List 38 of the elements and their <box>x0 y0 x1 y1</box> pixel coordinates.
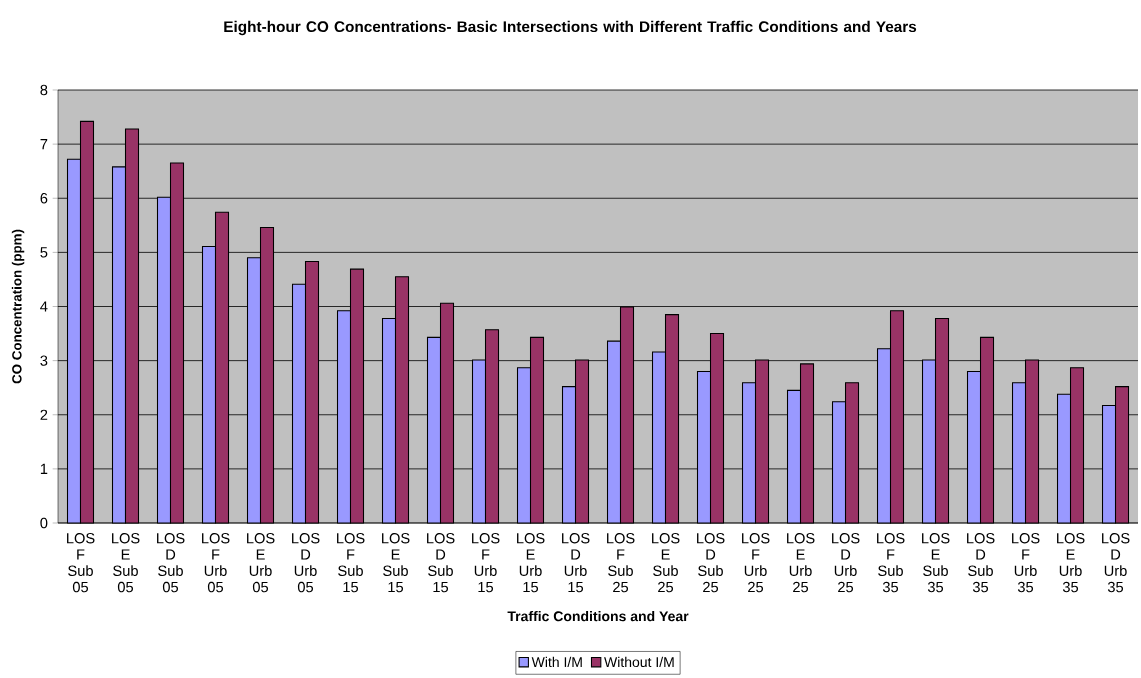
x-tick-label: LOS E Sub 25 <box>652 533 680 593</box>
y-tick-label: 0 <box>40 517 48 529</box>
x-tick-label: LOS E Urb 35 <box>1057 533 1085 593</box>
x-tick-label: LOS D Sub 05 <box>157 533 185 593</box>
y-tick-label: 1 <box>40 463 48 474</box>
legend-label: Without I/M <box>604 656 674 668</box>
x-tick-label: LOS F Sub 05 <box>67 533 95 593</box>
x-tick-label: LOS E Sub 05 <box>112 533 140 593</box>
x-tick-label: LOS D Urb 05 <box>292 533 320 593</box>
x-tick-label: LOS D Sub 25 <box>697 533 725 593</box>
x-tick-label: LOS D Urb 15 <box>562 533 590 593</box>
x-tick-label: LOS F Urb 05 <box>202 533 230 593</box>
y-tick-label: 7 <box>40 139 48 150</box>
x-tick-label: LOS E Sub 15 <box>382 533 410 593</box>
x-tick-label: LOS D Urb 35 <box>1102 533 1130 593</box>
y-tick-label: 5 <box>40 247 48 258</box>
x-tick-label: LOS D Sub 15 <box>427 533 455 593</box>
y-tick-label: 3 <box>40 355 48 366</box>
x-tick-label: LOS E Urb 25 <box>787 533 815 593</box>
x-tick-label: LOS E Sub 35 <box>922 533 950 593</box>
x-tick-label: LOS E Urb 05 <box>247 533 275 593</box>
x-tick-label: LOS E Urb 15 <box>517 533 545 593</box>
y-tick-label: 4 <box>40 301 48 312</box>
y-tick-label: 6 <box>40 193 48 204</box>
x-tick-label: LOS F Sub 35 <box>877 533 905 593</box>
x-tick-label: LOS D Urb 25 <box>832 533 860 593</box>
x-tick-label: LOS F Sub 25 <box>607 533 635 593</box>
x-tick-label: LOS F Urb 25 <box>742 533 770 593</box>
x-tick-label: LOS F Urb 35 <box>1012 533 1040 593</box>
x-tick-label: LOS F Urb 15 <box>472 533 500 593</box>
y-tick-label: 2 <box>40 409 48 420</box>
x-tick-label: LOS F Sub 15 <box>337 533 365 593</box>
y-axis-title: CO Concentration (ppm) <box>11 229 25 384</box>
x-axis-title: Traffic Conditions and Year <box>507 610 689 622</box>
chart-title: Eight-hour CO Concentrations- Basic Intersections with Different Traffic Conditions and Years <box>224 20 917 36</box>
y-tick-label: 8 <box>40 84 48 96</box>
x-tick-label: LOS D Sub 35 <box>967 533 995 593</box>
legend-label: With I/M <box>531 656 582 668</box>
